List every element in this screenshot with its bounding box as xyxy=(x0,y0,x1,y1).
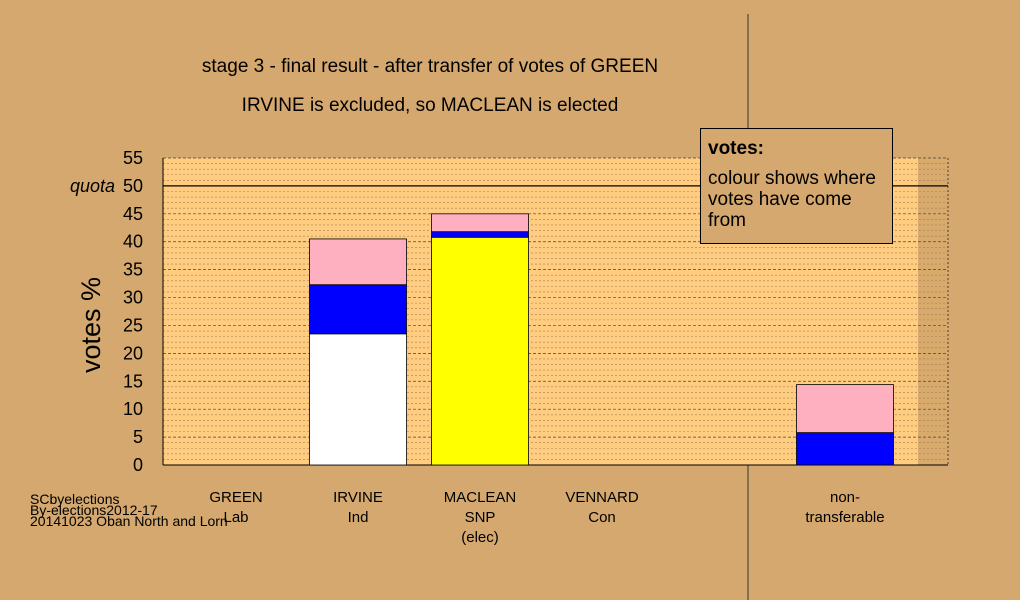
y-tick-label: 5 xyxy=(133,427,143,447)
bar-segment xyxy=(309,238,407,286)
x-tick-label: MACLEAN xyxy=(444,489,517,506)
y-tick-label: 55 xyxy=(123,148,143,168)
x-tick-label: non- xyxy=(830,489,860,506)
bar-segment xyxy=(431,231,529,238)
y-tick-label: 30 xyxy=(123,288,143,308)
bar-segment xyxy=(431,213,529,233)
source-line-1: SCbyelections xyxy=(30,491,120,507)
y-tick-label: 15 xyxy=(123,371,143,391)
y-tick-label: 35 xyxy=(123,260,143,280)
plot-shaded-region xyxy=(918,158,948,465)
x-tick-label: SNP xyxy=(465,509,496,526)
y-tick-label: 50 xyxy=(123,176,143,196)
x-tick-label: Lab xyxy=(223,509,248,526)
legend-box: votes: colour shows where votes have com… xyxy=(700,128,893,244)
chart-title: stage 3 - final result - after transfer … xyxy=(201,56,659,77)
bar-segment xyxy=(796,384,894,434)
x-tick-label: transferable xyxy=(805,509,884,526)
bar-segment xyxy=(796,432,894,466)
legend-title: votes: xyxy=(708,138,764,159)
bar-segment xyxy=(309,284,407,335)
x-tick-label: Con xyxy=(588,509,616,526)
y-axis-title: votes % xyxy=(76,277,106,373)
x-tick-label: (elec) xyxy=(461,529,499,546)
x-tick-label: Ind xyxy=(348,509,369,526)
quota-label: quota xyxy=(70,176,115,196)
source-line-2: By-elections2012-17 xyxy=(30,502,158,518)
bar-segment xyxy=(309,333,407,466)
x-tick-label: GREEN xyxy=(209,489,262,506)
chart-subtitle: IRVINE is excluded, so MACLEAN is electe… xyxy=(241,95,619,116)
y-tick-label: 25 xyxy=(123,315,143,335)
x-tick-label: IRVINE xyxy=(333,489,383,506)
y-tick-label: 0 xyxy=(133,455,143,475)
bar-segment xyxy=(431,236,529,466)
legend-body: colour shows where votes have come from xyxy=(708,168,876,231)
y-tick-label: 45 xyxy=(123,204,143,224)
y-tick-label: 40 xyxy=(123,232,143,252)
source-line-3: 20141023 Oban North and Lorn xyxy=(30,513,228,529)
y-tick-label: 10 xyxy=(123,399,143,419)
y-tick-label: 20 xyxy=(123,343,143,363)
x-tick-label: VENNARD xyxy=(565,489,639,506)
